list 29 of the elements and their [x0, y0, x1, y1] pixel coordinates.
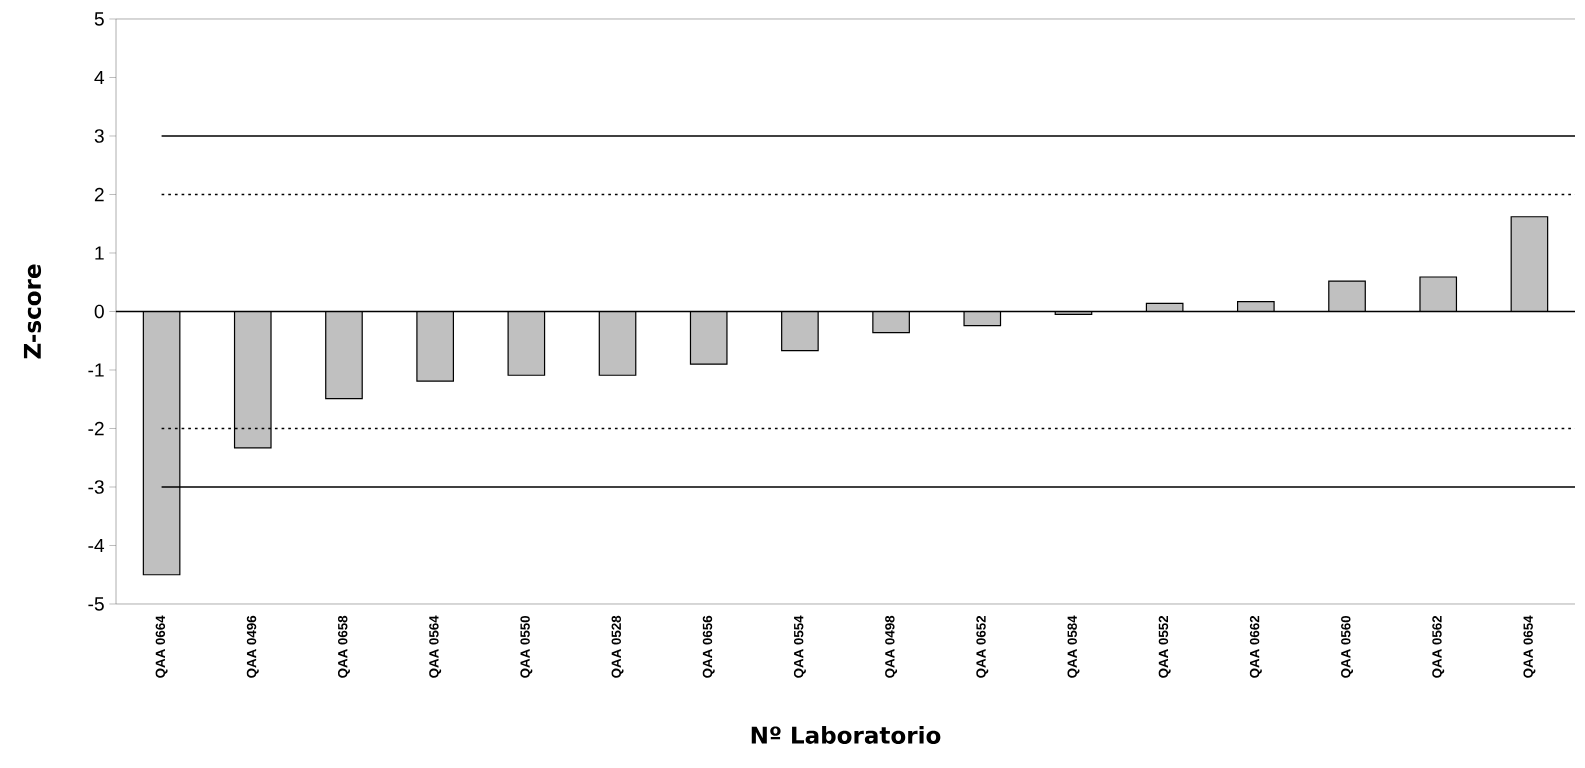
y-tick-label: -4 [88, 538, 105, 553]
x-tick-label: QAA 0552 [1158, 615, 1171, 678]
x-tick-label: QAA 0528 [611, 615, 624, 678]
y-tick-label: -1 [88, 363, 104, 377]
x-tick-label: QAA 0652 [976, 615, 989, 678]
x-tick-label: QAA 0550 [520, 615, 533, 678]
x-tick-label: QAA 0554 [793, 615, 806, 678]
y-tick-label: 0 [94, 304, 104, 319]
x-tick-label: QAA 0564 [429, 615, 442, 678]
y-tick-label: -3 [88, 480, 104, 494]
x-tick-label: QAA 0664 [155, 615, 168, 678]
x-tick-label: QAA 0496 [246, 615, 259, 678]
y-tick-label: 1 [95, 246, 104, 260]
x-tick-label: QAA 0560 [1341, 615, 1354, 678]
y-tick-label: 4 [94, 70, 105, 85]
y-tick-label: -5 [88, 597, 104, 611]
x-tick-label: QAA 0562 [1432, 615, 1445, 678]
y-tick-label: 5 [94, 12, 104, 26]
x-tick-label: QAA 0658 [338, 615, 350, 678]
x-axis-title: Nº Laboratorio [751, 726, 941, 744]
x-tick-label: QAA 0498 [885, 615, 898, 678]
x-tick-label: QAA 0584 [1067, 615, 1080, 678]
x-tick-label: QAA 0662 [1249, 615, 1262, 678]
y-tick-label: 3 [94, 129, 104, 143]
y-tick-label: -2 [88, 421, 104, 436]
x-tick-label: QAA 0656 [702, 615, 715, 678]
y-axis-title: Z-score [23, 264, 42, 359]
x-tick-label: QAA 0654 [1523, 615, 1536, 678]
y-tick-label: 2 [94, 187, 104, 202]
